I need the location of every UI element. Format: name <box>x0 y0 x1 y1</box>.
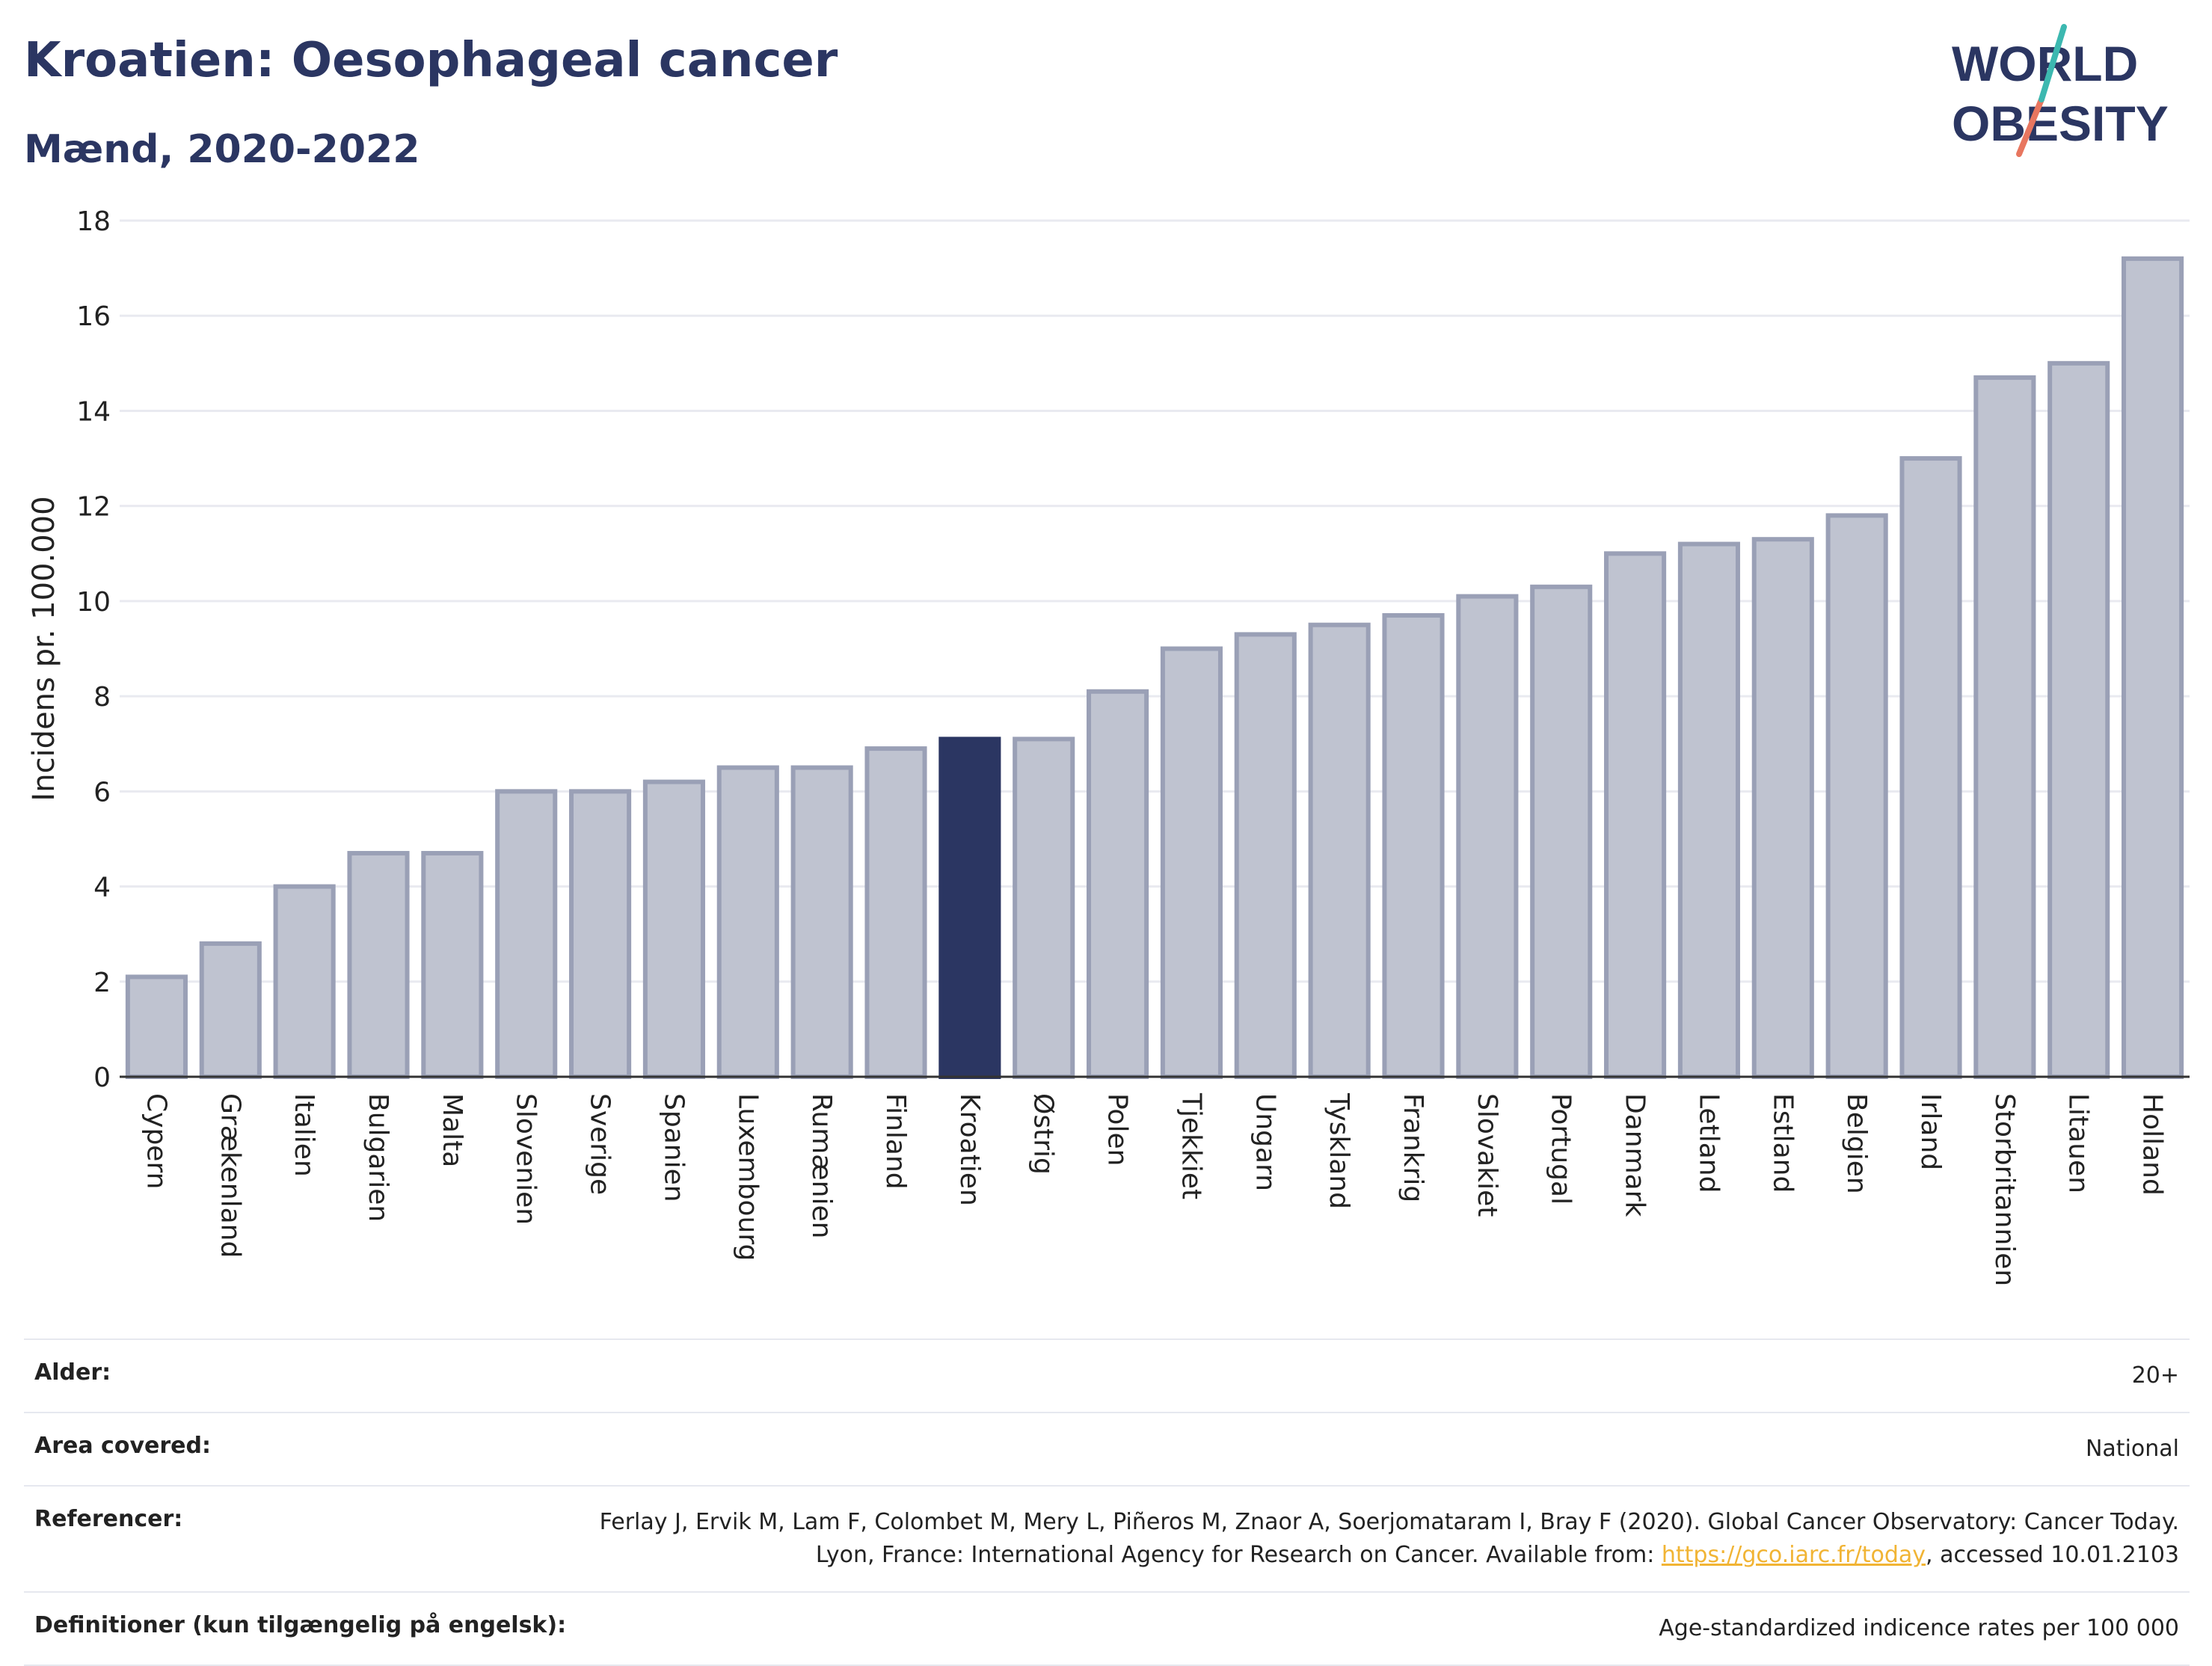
bar <box>716 765 779 1080</box>
bar <box>864 746 927 1079</box>
bar <box>2122 256 2184 1079</box>
x-tick-label: Estland <box>1767 1093 1798 1193</box>
bar <box>1530 584 1593 1079</box>
x-tick-label: Ungarn <box>1250 1093 1280 1191</box>
bar <box>1160 646 1223 1079</box>
bar <box>1604 551 1667 1079</box>
bar <box>273 884 336 1079</box>
y-tick-label: 4 <box>93 873 111 903</box>
x-tick-label: Tjekkiet <box>1176 1092 1206 1199</box>
logo-slash-lower <box>2016 96 2044 157</box>
bar <box>569 789 632 1080</box>
bar <box>1751 537 1814 1079</box>
y-tick-label: 10 <box>76 587 111 618</box>
meta-label-age: Alder: <box>34 1359 111 1386</box>
y-tick-label: 12 <box>76 492 111 523</box>
y-tick-label: 8 <box>93 682 111 713</box>
x-tick-label: Sverige <box>585 1093 615 1195</box>
x-tick-label: Polen <box>1102 1093 1133 1166</box>
meta-row-area: Area covered: National <box>24 1412 2190 1485</box>
meta-value-age: 20+ <box>2131 1362 2179 1389</box>
y-tick-label: 16 <box>76 301 111 332</box>
x-tick-label: Finland <box>880 1093 911 1190</box>
x-tick-label: Irland <box>1915 1093 1946 1170</box>
y-tick-label: 14 <box>76 396 111 427</box>
bar <box>495 789 558 1080</box>
x-tick-label: Holland <box>2137 1093 2168 1196</box>
x-tick-label: Litauen <box>2063 1093 2094 1193</box>
bar-chart: 0 2 4 6 8 10 12 14 16 18 Incidens pr. 100.000 Cyper… <box>27 206 2190 1286</box>
bar <box>1087 689 1149 1079</box>
bar <box>642 779 705 1079</box>
x-tick-label: Storbritannien <box>1989 1093 2020 1286</box>
y-tick-label: 18 <box>76 206 111 237</box>
x-tick-label: Belgien <box>1841 1093 1872 1194</box>
x-tick-label: Østrig <box>1028 1093 1059 1175</box>
y-tick-label: 0 <box>93 1063 111 1093</box>
y-axis-label: Incidens pr. 100.000 <box>27 496 61 801</box>
meta-value-references: Ferlay J, Ervik M, Lam F, Colombet M, Me… <box>534 1506 2179 1572</box>
bar <box>1677 541 1740 1079</box>
x-tick-label: Kroatien <box>954 1093 985 1206</box>
bar <box>347 851 410 1080</box>
x-tick-label: Letland <box>1693 1093 1724 1193</box>
x-tick-label: Cypern <box>141 1093 171 1189</box>
bar <box>1382 612 1445 1079</box>
page-title: Kroatien: Oesophageal cancer <box>24 33 838 88</box>
x-tick-label: Grækenland <box>215 1093 245 1258</box>
bar <box>1234 632 1297 1079</box>
x-tick-label: Malta <box>437 1093 467 1167</box>
x-tick-label: Rumænien <box>806 1093 837 1238</box>
meta-row-age: Alder: 20+ <box>24 1338 2190 1412</box>
reference-accessed: , accessed 10.01.2103 <box>1926 1542 2179 1568</box>
logo-line2: OBESITY <box>1952 96 2169 151</box>
meta-value-definitions: Age-standardized indicence rates per 100… <box>1659 1615 2179 1641</box>
bar <box>1899 456 1962 1079</box>
bar <box>1825 513 1888 1079</box>
reference-text: Ferlay J, Ervik M, Lam F, Colombet M, Me… <box>599 1509 2179 1568</box>
x-tick-label: Slovakiet <box>1472 1093 1502 1217</box>
meta-label-references: Referencer: <box>34 1506 183 1532</box>
x-tick-label: Spanien <box>658 1093 689 1202</box>
meta-row-definitions: Definitioner (kun tilgængelig på engelsk… <box>24 1591 2190 1666</box>
bar <box>421 851 484 1080</box>
logo-slash-upper <box>2039 24 2067 102</box>
bar <box>2047 360 2110 1080</box>
bar <box>199 941 262 1080</box>
bar-highlight <box>938 737 1001 1079</box>
metadata-table: Alder: 20+ Area covered: National Refere… <box>24 1338 2190 1666</box>
x-tick-label: Italien <box>289 1093 319 1177</box>
x-tick-label: Danmark <box>1620 1093 1650 1217</box>
x-tick-label: Tyskland <box>1324 1092 1354 1209</box>
y-tick-label: 2 <box>93 968 111 998</box>
y-tick-label: 6 <box>93 777 111 808</box>
meta-row-references: Referencer: Ferlay J, Ervik M, Lam F, Co… <box>24 1485 2190 1591</box>
x-tick-label: Bulgarien <box>363 1093 393 1222</box>
x-tick-label: Frankrig <box>1398 1093 1428 1202</box>
x-tick-label: Portugal <box>1546 1093 1576 1205</box>
reference-link[interactable]: https://gco.iarc.fr/today <box>1661 1542 1926 1568</box>
bar <box>1456 594 1519 1079</box>
bar <box>125 974 188 1079</box>
bar <box>1973 375 2036 1079</box>
meta-label-definitions: Definitioner (kun tilgængelig på engelsk… <box>34 1612 567 1638</box>
meta-value-area: National <box>2085 1436 2179 1462</box>
bar <box>1013 737 1075 1079</box>
world-obesity-logo: WORLD OBESITY <box>1952 24 2169 157</box>
meta-label-area: Area covered: <box>34 1433 211 1459</box>
page-subtitle: Mænd, 2020-2022 <box>24 127 420 172</box>
bar <box>790 765 853 1080</box>
bar <box>1308 622 1371 1079</box>
x-tick-label: Slovenien <box>511 1093 541 1225</box>
x-tick-label: Luxembourg <box>732 1093 763 1261</box>
